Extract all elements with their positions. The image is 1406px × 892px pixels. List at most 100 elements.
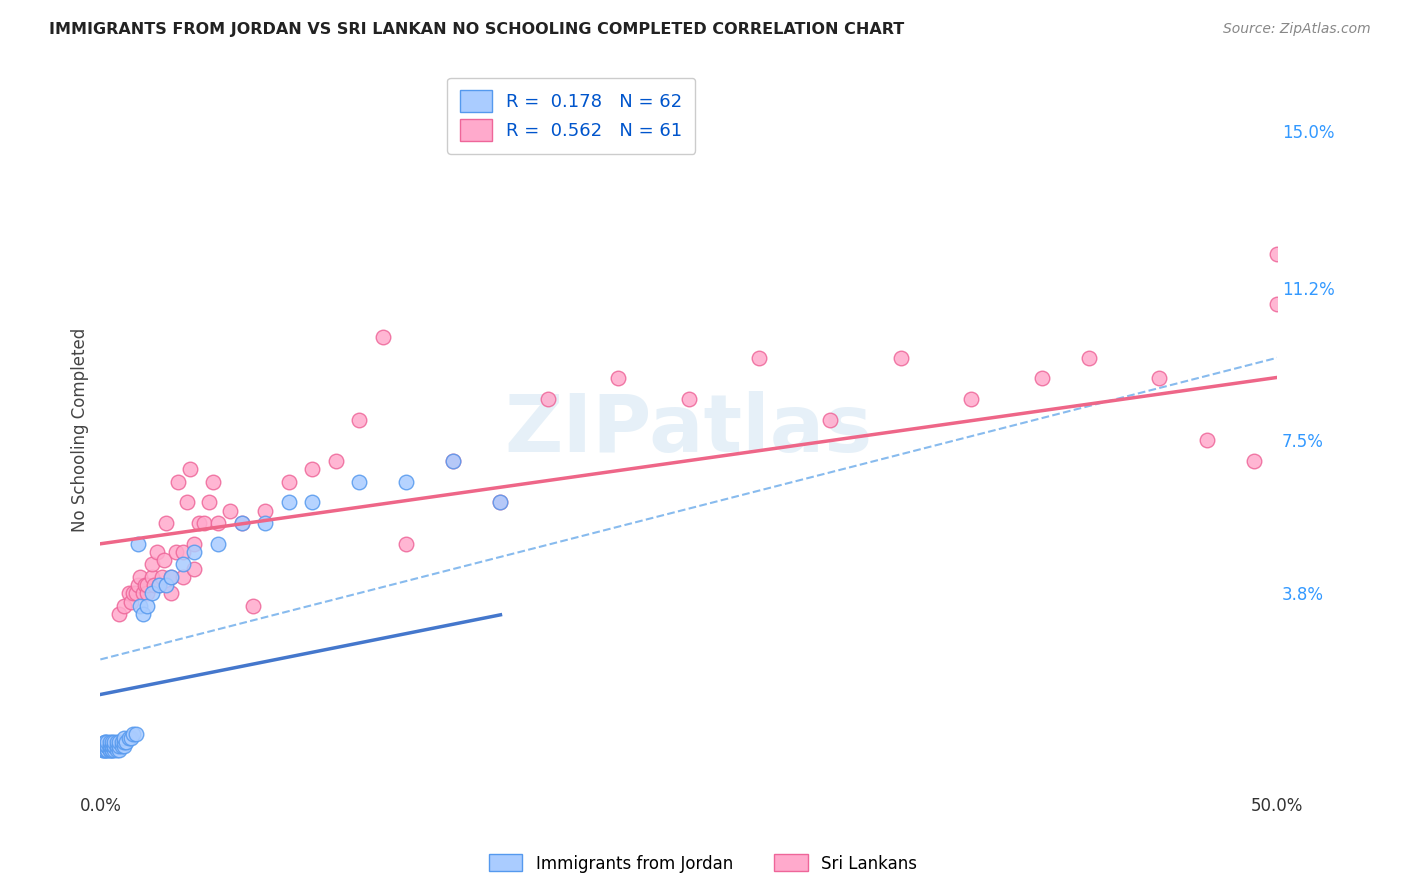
Point [197,495,219,509]
Point [98,739,121,754]
Point [105,735,128,749]
Point [146,545,169,559]
Point [129,599,152,613]
Point [98,743,121,757]
Point [134,578,156,592]
Point [96,739,118,754]
Point [148,578,170,592]
Point [132,607,155,621]
Point [120,594,142,608]
Point [91,739,114,754]
Y-axis label: No Schooling Completed: No Schooling Completed [72,328,89,533]
Point [108,739,131,754]
Point [129,570,152,584]
Point [371,330,394,344]
Point [176,495,198,509]
Point [441,454,464,468]
Point [301,495,323,509]
Point [101,743,124,757]
Point [143,578,166,592]
Point [94,743,117,757]
Point [960,392,983,406]
Point [160,570,183,584]
Point [1195,434,1218,448]
Point [101,739,124,754]
Legend: Immigrants from Jordan, Sri Lankans: Immigrants from Jordan, Sri Lankans [482,847,924,880]
Point [183,561,205,575]
Point [103,743,125,757]
Point [91,743,114,757]
Point [242,599,264,613]
Point [1265,247,1288,261]
Point [172,545,194,559]
Point [172,558,194,572]
Point [748,351,770,365]
Point [231,516,253,530]
Point [1031,371,1053,385]
Point [349,413,371,427]
Point [183,545,205,559]
Point [122,586,145,600]
Point [277,495,299,509]
Point [1243,454,1265,468]
Point [91,743,114,757]
Point [153,553,176,567]
Point [136,599,159,613]
Point [127,537,149,551]
Point [141,586,163,600]
Point [110,739,132,754]
Point [188,516,211,530]
Point [124,586,146,600]
Point [108,735,131,749]
Point [94,735,117,749]
Text: IMMIGRANTS FROM JORDAN VS SRI LANKAN NO SCHOOLING COMPLETED CORRELATION CHART: IMMIGRANTS FROM JORDAN VS SRI LANKAN NO … [49,22,904,37]
Point [103,739,125,754]
Point [112,599,135,613]
Point [1149,371,1171,385]
Point [136,586,159,600]
Point [160,570,183,584]
Point [207,516,229,530]
Point [98,743,121,757]
Point [183,537,205,551]
Point [207,537,229,551]
Point [136,578,159,592]
Point [218,504,240,518]
Point [231,516,253,530]
Point [112,739,135,754]
Point [301,462,323,476]
Text: ZIPatlas: ZIPatlas [505,391,873,469]
Point [117,731,139,745]
Point [112,731,135,745]
Point [103,739,125,754]
Point [167,475,190,489]
Point [150,570,173,584]
Point [96,735,118,749]
Point [441,454,464,468]
Point [349,475,371,489]
Point [101,739,124,754]
Point [141,558,163,572]
Point [127,578,149,592]
Point [105,739,128,754]
Point [122,727,145,741]
Point [132,586,155,600]
Point [277,475,299,489]
Point [160,586,183,600]
Point [172,570,194,584]
Point [105,743,128,757]
Point [94,739,117,754]
Point [155,516,177,530]
Point [94,743,117,757]
Point [98,735,121,749]
Point [678,392,700,406]
Point [96,739,118,754]
Point [536,392,558,406]
Point [101,735,124,749]
Point [110,735,132,749]
Point [155,578,177,592]
Point [124,727,146,741]
Point [818,413,841,427]
Point [148,578,170,592]
Point [108,607,131,621]
